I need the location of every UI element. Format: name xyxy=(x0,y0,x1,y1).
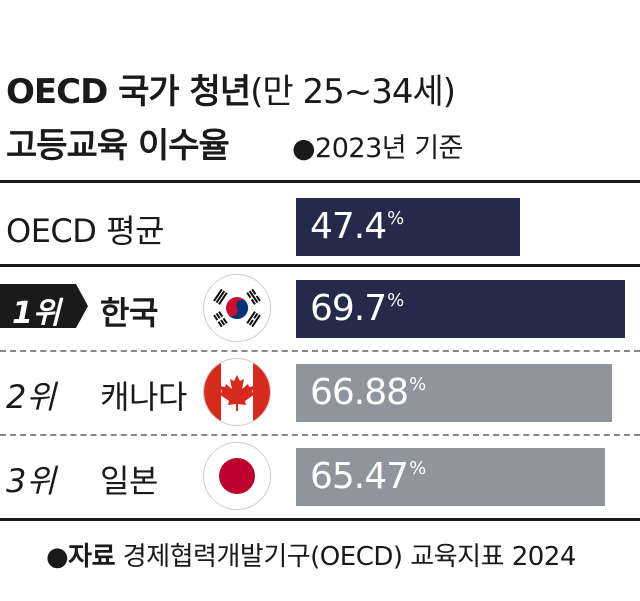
chart-title-line1: OECD 국가 청년(만 25~34세) xyxy=(6,64,456,113)
korea-flag-icon xyxy=(203,274,271,342)
bar-canada: 66.88% xyxy=(296,364,612,422)
chart-title-main: OECD 국가 청년 xyxy=(6,72,251,112)
bar-japan: 65.47% xyxy=(296,448,605,506)
top-rule xyxy=(0,180,640,183)
bar-value-label: 69.7% xyxy=(310,288,404,329)
chart-row-japan: 3위 일본 65.47% xyxy=(0,436,640,516)
bar-value-label: 47.4% xyxy=(310,206,404,247)
source-text: 경제협력개발기구(OECD) 교육지표 2024 xyxy=(122,542,577,572)
category-label: 한국 xyxy=(100,294,158,332)
category-label: 일본 xyxy=(100,462,158,500)
chart-row-canada: 2위 캐나다 66.88% xyxy=(0,352,640,432)
rank-badge-1: 1위 xyxy=(0,284,88,328)
source-note: ●자료 경제협력개발기구(OECD) 교육지표 2024 xyxy=(46,536,576,573)
chart-row-korea: 1위 한국 69.7% xyxy=(0,268,640,348)
chart-title-line2: 고등교육 이수율 xyxy=(6,126,230,166)
bar-value-label: 65.47% xyxy=(310,456,426,497)
row-divider xyxy=(0,350,640,352)
chart-row-oecd-average: OECD 평균 47.4% xyxy=(0,186,640,266)
bottom-rule xyxy=(0,518,640,521)
bar-value-label: 66.88% xyxy=(310,372,426,413)
rank-label-2: 2위 xyxy=(6,378,56,416)
row-divider xyxy=(0,434,640,436)
bar-korea: 69.7% xyxy=(296,280,625,338)
chart-title-age-range: (만 25~34세) xyxy=(250,72,456,112)
rank-label-3: 3위 xyxy=(6,462,56,500)
row-divider xyxy=(0,264,640,267)
category-label: OECD 평균 xyxy=(6,212,164,250)
category-label: 캐나다 xyxy=(100,378,187,416)
japan-flag-icon xyxy=(203,442,271,510)
canada-flag-icon xyxy=(203,358,271,426)
source-label: ●자료 xyxy=(46,542,116,572)
bar-oecd-average: 47.4% xyxy=(296,198,520,256)
chart-basis-note: ●2023년 기준 xyxy=(292,133,463,164)
